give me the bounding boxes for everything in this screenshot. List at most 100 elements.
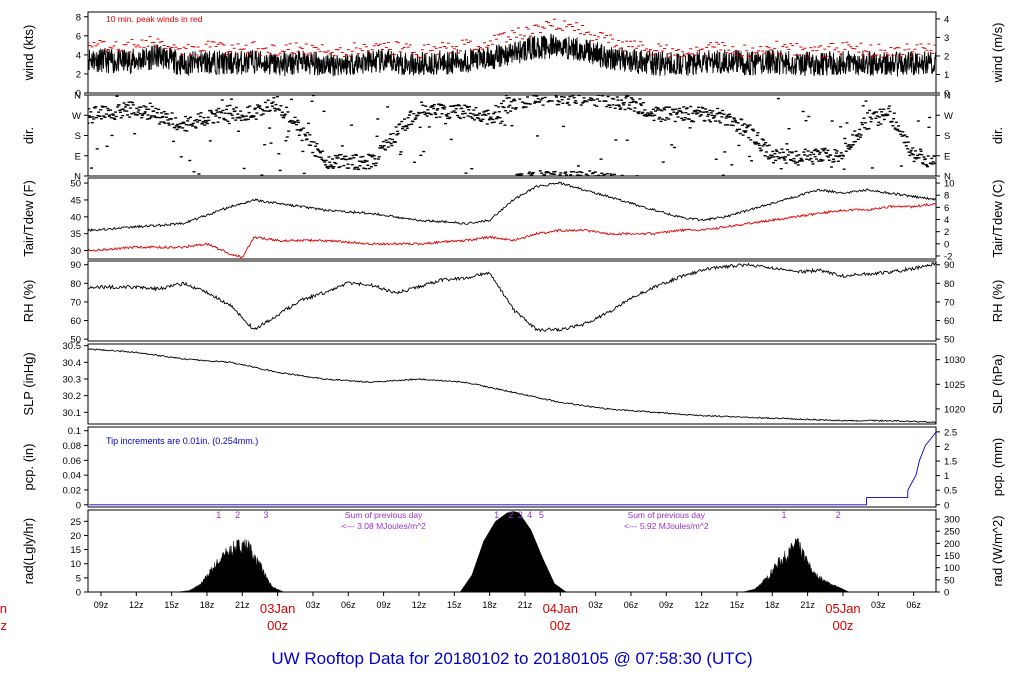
hour-marker-label: 3 [263,510,268,520]
left-tick-label: 8 [76,12,81,23]
right-tick-label: 60 [944,316,955,327]
x-tick-label: 09z [376,600,391,610]
y-axis-label-left: RH (%) [21,280,36,323]
left-tick-label: 0.06 [63,456,82,467]
left-tick-label: N [74,91,81,102]
panel-6: 0 0.02 0.04 0.06 0.08 0.1 0 0.5 1 1.5 2 2.5 pcp. (in… [21,426,1005,511]
plot-area [88,95,936,176]
series-line-precip [89,431,936,506]
right-tick-label: 1 [944,471,949,482]
hour-marker-label: 5 [539,510,544,520]
y-axis-label-left: Tair/Tdew (F) [21,180,36,257]
right-tick-label: 0 [944,89,949,100]
x-tick-label: 21z [800,600,815,610]
radiation-area [459,511,567,592]
panel-annotation: Tip increments are 0.01in. (0.254mm.) [106,436,258,446]
date-label: 04Jan [543,601,578,616]
hour-marker-label: 1 [782,510,787,520]
panel-1: 0 2 4 6 8 0 1 2 3 4 wind (kts) wind (m/s) 10 min. pe… [21,11,1005,100]
y-axis-label-right: RH (%) [990,280,1005,323]
right-tick-label: 1 [944,70,949,81]
left-tick-label: 5 [76,573,81,584]
x-tick-label: 03z [871,600,886,610]
right-tick-label: 1025 [944,380,965,391]
left-tick-label: 45 [70,195,81,206]
right-tick-label: 50 [944,575,955,586]
y-axis-label-right: Tair/Tdew (C) [990,179,1005,257]
y-axis-label-left: SLP (inHg) [21,352,36,415]
right-tick-label: 80 [944,279,955,290]
x-tick-label: 15z [164,600,179,610]
left-tick-label: 15 [70,545,81,556]
footer-title: UW Rooftop Data for 20180102 to 20180105… [271,649,753,668]
x-tick-label: 21z [518,600,533,610]
x-tick-label: 09z [659,600,674,610]
right-tick-label: 0.5 [944,486,957,497]
right-tick-label: 8 [944,191,949,202]
date-time-label: 00z [832,618,853,633]
left-tick-label: 0 [76,588,81,599]
left-tick-label: 30 [70,246,81,257]
right-tick-label: 0 [944,500,949,511]
date-label: 05Jan [825,601,860,616]
right-tick-label: 2.5 [944,427,957,438]
hour-marker-label: 1 [494,510,499,520]
hour-marker-label: 2 [508,510,513,520]
x-tick-label: 09z [94,600,109,610]
summary-title: Sum of previous day [628,510,706,520]
panel-7: 0510152025050100150200250300rad(Lgly/hr)… [21,509,1005,599]
left-tick-label: 35 [70,229,81,240]
hour-marker-label: 2 [235,510,240,520]
hour-marker-label: 3 [518,510,523,520]
date-time-label-edge: z [1,618,8,633]
left-tick-label: 25 [70,517,81,528]
plot-area [89,431,936,506]
x-tick-label: 03z [588,600,603,610]
left-tick-label: S [75,131,81,142]
series-line-tdew [88,202,936,259]
radiation-area [742,537,849,592]
series-line-slp [88,348,936,424]
right-tick-label: 300 [944,515,960,526]
summary-value: <--- 3.08 MJoules/m^2 [341,521,426,531]
y-axis-label-left: rad(Lgly/hr) [21,518,36,584]
right-tick-label: 4 [944,14,949,25]
summary-value: <--- 5.92 MJoules/m^2 [624,521,709,531]
x-tick-label: 06z [906,600,921,610]
left-tick-label: 6 [76,31,81,42]
plot-area [88,262,936,333]
y-axis-label-right: SLP (hPa) [990,354,1005,414]
y-axis-label-right: pcp. (mm) [990,438,1005,497]
left-tick-label: 90 [70,260,81,271]
radiation-area [177,538,284,592]
left-tick-label: 40 [70,212,81,223]
plot-area [88,348,936,424]
plot-area [88,18,936,77]
y-axis-label-left: wind (kts) [21,25,36,82]
left-tick-label: 50 [70,335,81,346]
right-tick-label: 0 [944,239,949,250]
date-label: 03Jan [260,601,295,616]
left-tick-label: 60 [70,316,81,327]
date-time-label: 00z [550,618,571,633]
left-tick-label: 30.4 [63,358,82,369]
panel-frame [87,260,937,342]
right-tick-label: 1020 [944,404,965,415]
left-tick-label: 30.2 [63,391,82,402]
x-tick-label: 15z [447,600,462,610]
right-tick-label: 90 [944,260,955,271]
left-tick-label: 70 [70,297,81,308]
series-line-mean-wind [88,33,936,77]
right-tick-label: S [944,131,950,142]
left-tick-label: 30.5 [63,341,82,352]
left-tick-label: 2 [76,69,81,80]
y-axis-label-left: dir. [21,127,36,144]
left-tick-label: 0 [76,89,81,100]
right-tick-label: 2 [944,227,949,238]
right-tick-label: 2 [944,442,949,453]
plot-area [88,511,936,592]
x-tick-label: 03z [306,600,321,610]
